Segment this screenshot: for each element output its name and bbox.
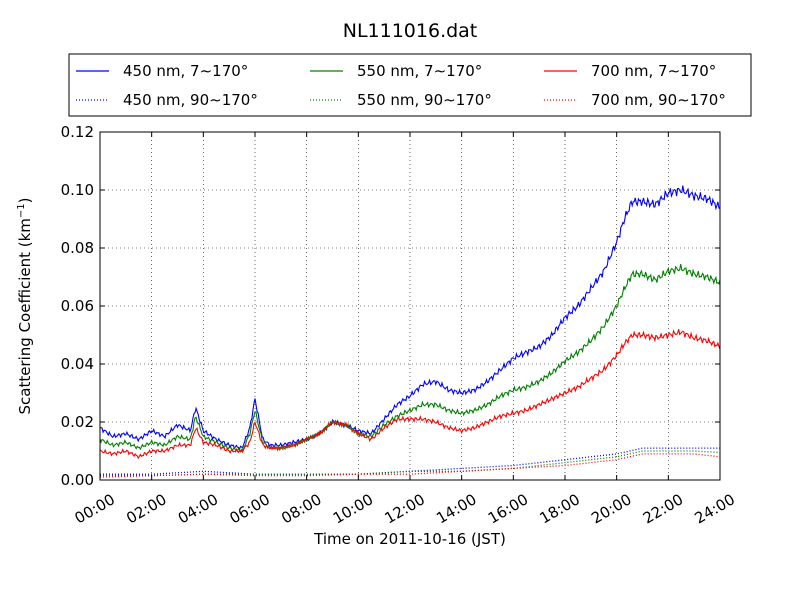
x-tick-label: 12:00 [382,490,428,527]
y-tick-label: 0.04 [61,355,94,373]
x-tick-label: 18:00 [537,490,583,527]
series-line [99,453,721,478]
y-tick-label: 0.10 [61,181,94,199]
legend-label: 700 nm, 90∼170° [591,91,726,109]
series-line [99,263,721,453]
y-axis-label: Scattering Coefficient (km−1) [16,197,34,414]
x-tick-label: 00:00 [72,490,118,527]
y-tick-label: 0.08 [61,239,94,257]
y-tick-label: 0.12 [61,123,94,141]
y-axis-label-main: Scattering Coefficient (km [16,218,34,414]
x-tick-label: 14:00 [433,490,479,527]
legend-label: 550 nm, 7∼170° [357,62,482,80]
grid [100,132,720,480]
x-tick-label: 08:00 [278,490,324,527]
x-tick-label: 20:00 [588,490,634,527]
y-axis: 0.00 0.02 0.04 0.06 0.08 0.10 0.12 [61,123,720,489]
plot-area [99,185,721,478]
y-tick-label: 0.02 [61,413,94,431]
y-axis-label-exponent: −1 [16,203,27,218]
legend-frame [68,53,752,117]
x-tick-label: 22:00 [640,490,686,527]
x-tick-label: 16:00 [485,490,531,527]
x-tick-label: 24:00 [692,490,738,527]
legend-label: 700 nm, 7∼170° [591,62,716,80]
series-line [99,329,721,460]
y-axis-label-tail: ) [16,197,34,203]
y-tick-label: 0.00 [61,471,94,489]
x-tick-label: 06:00 [227,490,273,527]
legend-label: 550 nm, 90∼170° [357,91,492,109]
x-axis-label: Time on 2011-10-16 (JST) [313,530,506,548]
chart-title: NL111016.dat [343,20,478,42]
x-tick-label: 04:00 [175,490,221,527]
legend-label: 450 nm, 90∼170° [123,91,258,109]
y-tick-label: 0.06 [61,297,94,315]
legend-label: 450 nm, 7∼170° [123,62,248,80]
x-tick-label: 10:00 [330,490,376,527]
x-tick-label: 02:00 [123,490,169,527]
x-axis: 00:00 02:00 04:00 06:00 08:00 10:00 12:00 14:00… [72,132,738,527]
legend: 450 nm, 7∼170° 550 nm, 7∼170° 700 nm, 7∼17… [68,53,752,117]
series-line [99,185,721,451]
